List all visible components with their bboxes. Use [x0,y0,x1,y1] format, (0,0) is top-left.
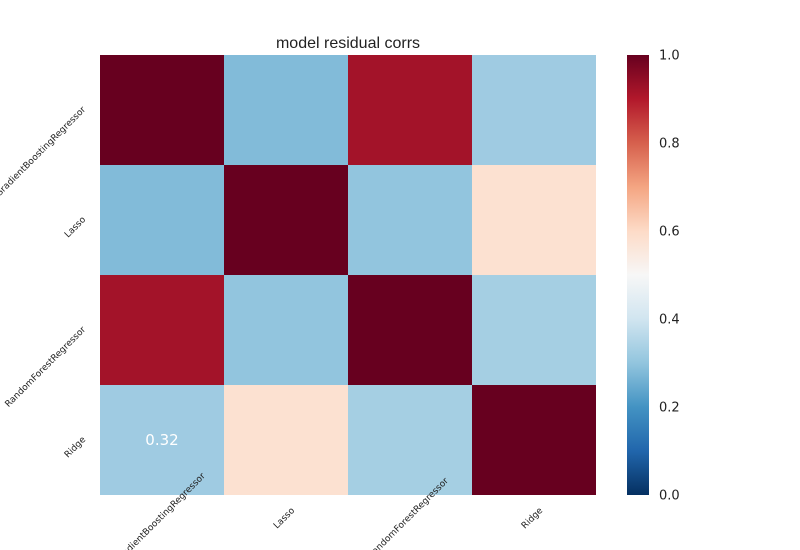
heatmap-cell [472,385,596,495]
heatmap-cell [348,165,472,275]
heatmap-cell [224,55,348,165]
heatmap-cell [224,275,348,385]
row-tick-label: GradientBoostingRegressor [0,105,88,199]
colorbar-tick-label: 0.2 [659,401,680,416]
heatmap-cell [472,165,596,275]
heatmap-cell [348,275,472,385]
heatmap-cell [348,385,472,495]
row-tick-label: Lasso [63,215,88,240]
colorbar-tick-label: 1.0 [659,49,680,64]
heatmap-cell [224,385,348,495]
cell-annotation: 0.32 [145,431,178,449]
chart-title: model residual corrs [276,35,420,52]
heatmap-cell [100,385,224,495]
heatmap-cell [100,55,224,165]
colorbar-tick-label: 0.6 [659,225,680,240]
colorbar: 0.0 0.2 0.4 0.6 0.8 1.0 [627,49,680,504]
heatmap: 0.32 [100,55,596,495]
col-tick-label: Ridge [520,506,546,532]
colorbar-tick-label: 0.0 [659,489,680,504]
colorbar-bar [627,55,649,495]
colorbar-tick-label: 0.4 [659,313,680,328]
row-tick-label: RandomForestRegressor [4,325,89,410]
heatmap-cell [348,55,472,165]
heatmap-cell [472,275,596,385]
row-labels: GradientBoostingRegressor Lasso RandomFore… [0,105,88,460]
heatmap-cell [100,165,224,275]
col-tick-label: Lasso [272,506,297,531]
heatmap-cell [100,275,224,385]
heatmap-cell [472,55,596,165]
row-tick-label: Ridge [63,435,89,461]
heatmap-cell [224,165,348,275]
colorbar-tick-label: 0.8 [659,137,680,152]
